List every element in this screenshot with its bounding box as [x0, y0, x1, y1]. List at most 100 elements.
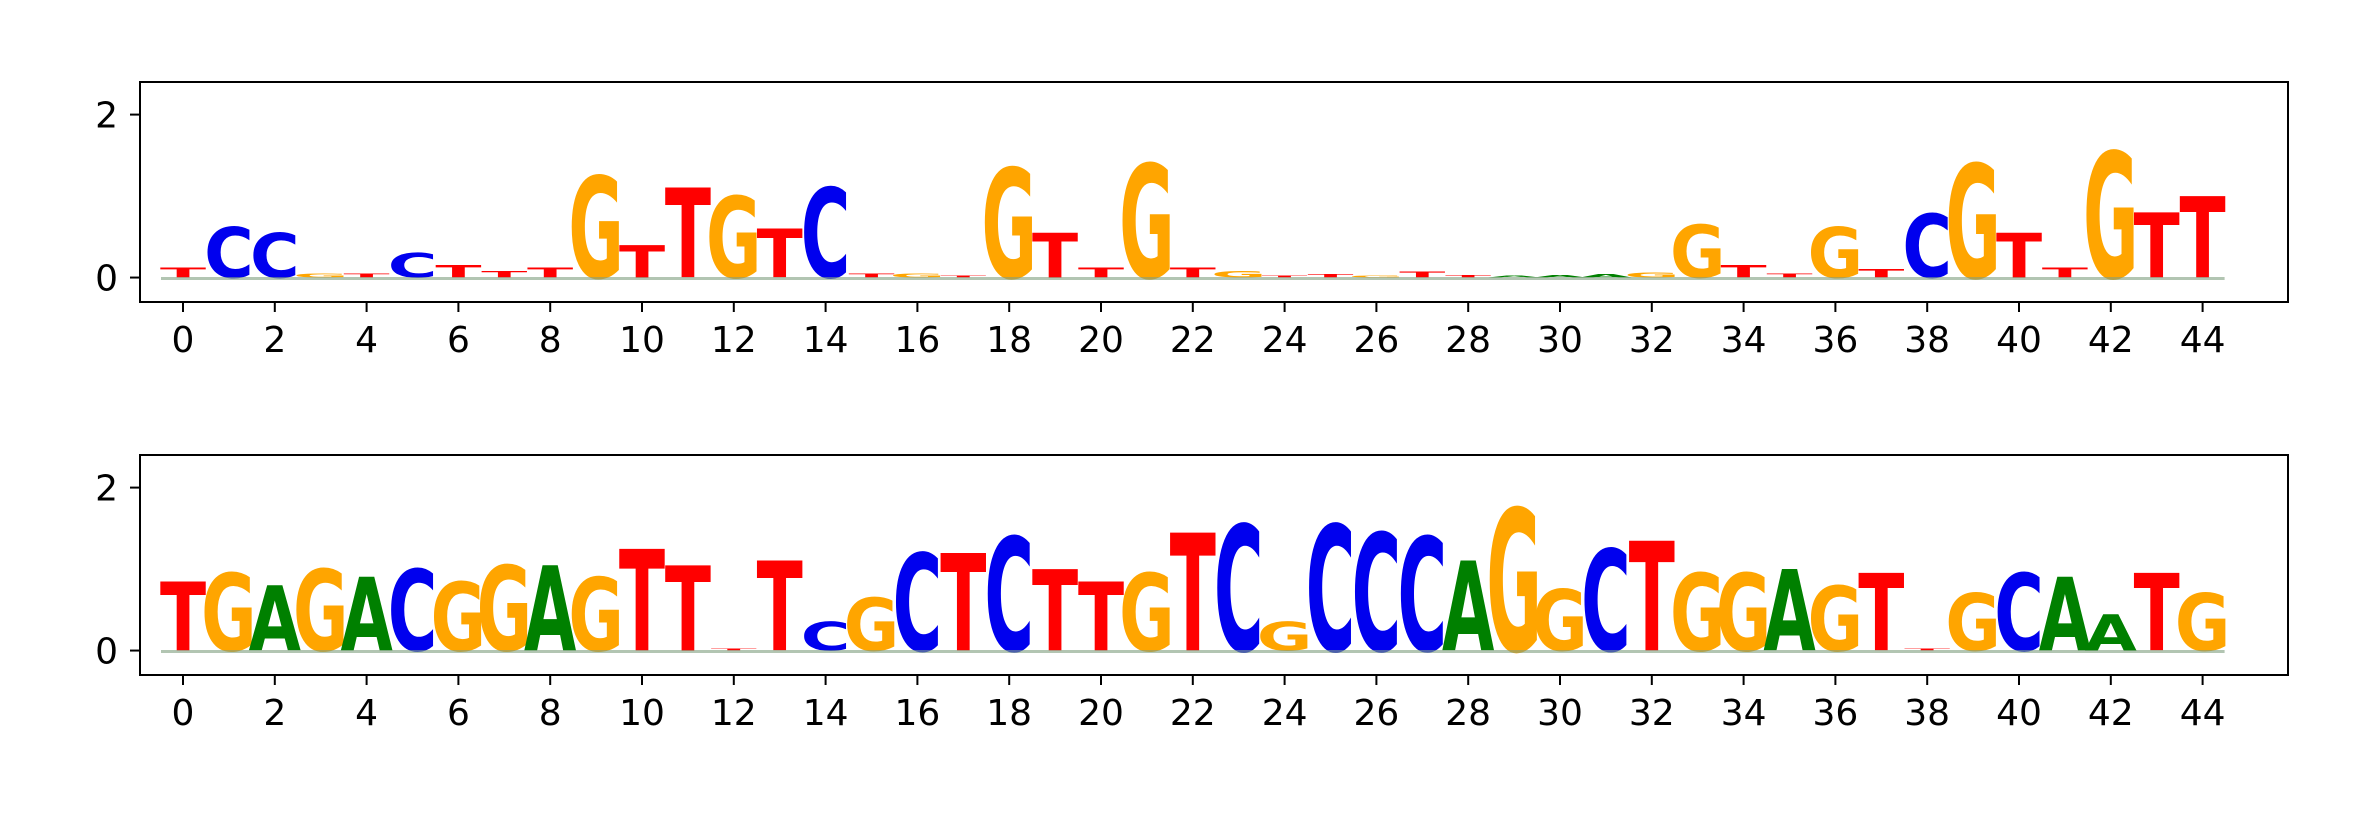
logo-letter-A: A — [340, 559, 392, 675]
logo-letter-C: C — [1306, 490, 1356, 692]
x-tick-label: 2 — [263, 320, 286, 361]
logo-letter-T: T — [665, 165, 711, 307]
logo-letter-G: G — [1119, 133, 1174, 315]
x-tick-label: 8 — [539, 320, 562, 361]
logo-letter-A: A — [1534, 275, 1586, 279]
x-tick-label: 34 — [1721, 320, 1767, 361]
logo-letter-G: G — [1624, 271, 1679, 279]
x-tick-label: 24 — [1262, 693, 1308, 734]
logo-letter-G: G — [1532, 572, 1587, 670]
logo-letter-T: T — [1996, 221, 2042, 292]
logo-letter-A: A — [1488, 275, 1540, 278]
logo-letter-G: G — [1486, 470, 1541, 697]
logo-letter-C: C — [1902, 198, 1952, 299]
axes-frame — [139, 454, 2289, 676]
logo-letter-T: T — [1904, 648, 1951, 651]
x-tick-label: 42 — [2088, 693, 2134, 734]
x-tick-label: 36 — [1812, 320, 1858, 361]
x-tick-label: 20 — [1078, 693, 1124, 734]
logo-letter-T: T — [940, 528, 986, 683]
x-tick-label: 40 — [1996, 693, 2042, 734]
logo-letter-T: T — [435, 262, 482, 282]
x-tick-label: 0 — [172, 320, 195, 361]
logo-letter-G: G — [981, 138, 1036, 313]
logo-letter-G: G — [2175, 579, 2230, 670]
logo-letter-G: G — [1349, 275, 1404, 278]
x-tick-label: 32 — [1629, 320, 1675, 361]
logo-letter-T: T — [1721, 262, 1768, 282]
logo-letter-T: T — [1078, 564, 1124, 673]
logo-letter-T: T — [160, 265, 206, 280]
logo-letter-G: G — [431, 564, 486, 673]
logo-letter-C: C — [204, 215, 254, 295]
logo-letter-C: C — [1397, 506, 1447, 688]
logo-letter-T: T — [1445, 275, 1492, 279]
logo-letter-G: G — [1257, 615, 1312, 660]
x-tick-label: 22 — [1170, 693, 1216, 734]
logo-letter-G: G — [1716, 552, 1771, 676]
logo-letter-G: G — [1211, 269, 1266, 279]
logo-letter-G: G — [890, 272, 945, 279]
logo-letter-C: C — [801, 165, 851, 307]
y-tick-label: 0 — [95, 632, 118, 673]
x-tick-label: 12 — [711, 693, 757, 734]
logo-letter-G: G — [293, 547, 348, 678]
logo-letter-T: T — [1032, 221, 1078, 292]
x-tick-label: 32 — [1629, 693, 1675, 734]
y-tick-label: 2 — [95, 96, 118, 137]
logo-letter-A: A — [249, 567, 301, 672]
x-tick-label: 34 — [1721, 693, 1767, 734]
logo-letter-G: G — [1670, 552, 1725, 676]
logo-letter-A: A — [2085, 605, 2137, 663]
logo-letter-T: T — [1170, 265, 1216, 280]
logo-letter-C: C — [250, 221, 300, 292]
x-tick-label: 18 — [986, 693, 1032, 734]
logo-letter-C: C — [801, 615, 851, 660]
logo-letter-T: T — [1307, 274, 1354, 279]
x-tick-label: 30 — [1537, 320, 1583, 361]
logo-letter-A: A — [1580, 274, 1632, 279]
x-tick-label: 4 — [355, 693, 378, 734]
x-tick-label: 26 — [1353, 693, 1399, 734]
logo-letter-A: A — [524, 542, 576, 679]
logo-letter-T: T — [2134, 194, 2180, 299]
logo-letter-T: T — [848, 272, 895, 279]
x-tick-label: 24 — [1262, 320, 1308, 361]
logo-letter-T: T — [757, 538, 803, 680]
logo-letter-T: T — [1399, 270, 1445, 279]
x-tick-label: 30 — [1537, 693, 1583, 734]
x-tick-label: 2 — [263, 693, 286, 734]
logo-letter-G: G — [1808, 567, 1863, 672]
logo-letter-C: C — [388, 547, 438, 678]
x-tick-label: 0 — [172, 693, 195, 734]
x-tick-label: 26 — [1353, 320, 1399, 361]
axes-frame — [139, 81, 2289, 303]
logo-letter-T: T — [2134, 552, 2180, 676]
x-tick-label: 20 — [1078, 320, 1124, 361]
logo-letter-T: T — [1078, 265, 1124, 280]
logo-letter-G: G — [477, 542, 532, 679]
x-tick-label: 6 — [447, 320, 470, 361]
logo-letter-T: T — [1170, 502, 1216, 690]
x-tick-label: 38 — [1904, 693, 1950, 734]
logo-letter-G: G — [1808, 215, 1863, 295]
x-tick-label: 40 — [1996, 320, 2042, 361]
x-tick-label: 4 — [355, 320, 378, 361]
logo-letter-T: T — [1766, 272, 1813, 279]
x-tick-label: 14 — [803, 320, 849, 361]
logo-letter-G: G — [1670, 210, 1725, 295]
x-tick-label: 42 — [2088, 320, 2134, 361]
logo-letter-T: T — [757, 216, 803, 294]
x-tick-label: 6 — [447, 693, 470, 734]
logo-letter-G: G — [706, 174, 761, 305]
logo-letter-C: C — [1214, 490, 1264, 692]
x-tick-label: 10 — [619, 320, 665, 361]
y-tick-label: 0 — [95, 259, 118, 300]
logo-letter-T: T — [2180, 174, 2226, 305]
x-tick-label: 44 — [2180, 320, 2226, 361]
logo-letter-T: T — [1629, 511, 1675, 686]
logo-letter-T: T — [619, 236, 665, 288]
